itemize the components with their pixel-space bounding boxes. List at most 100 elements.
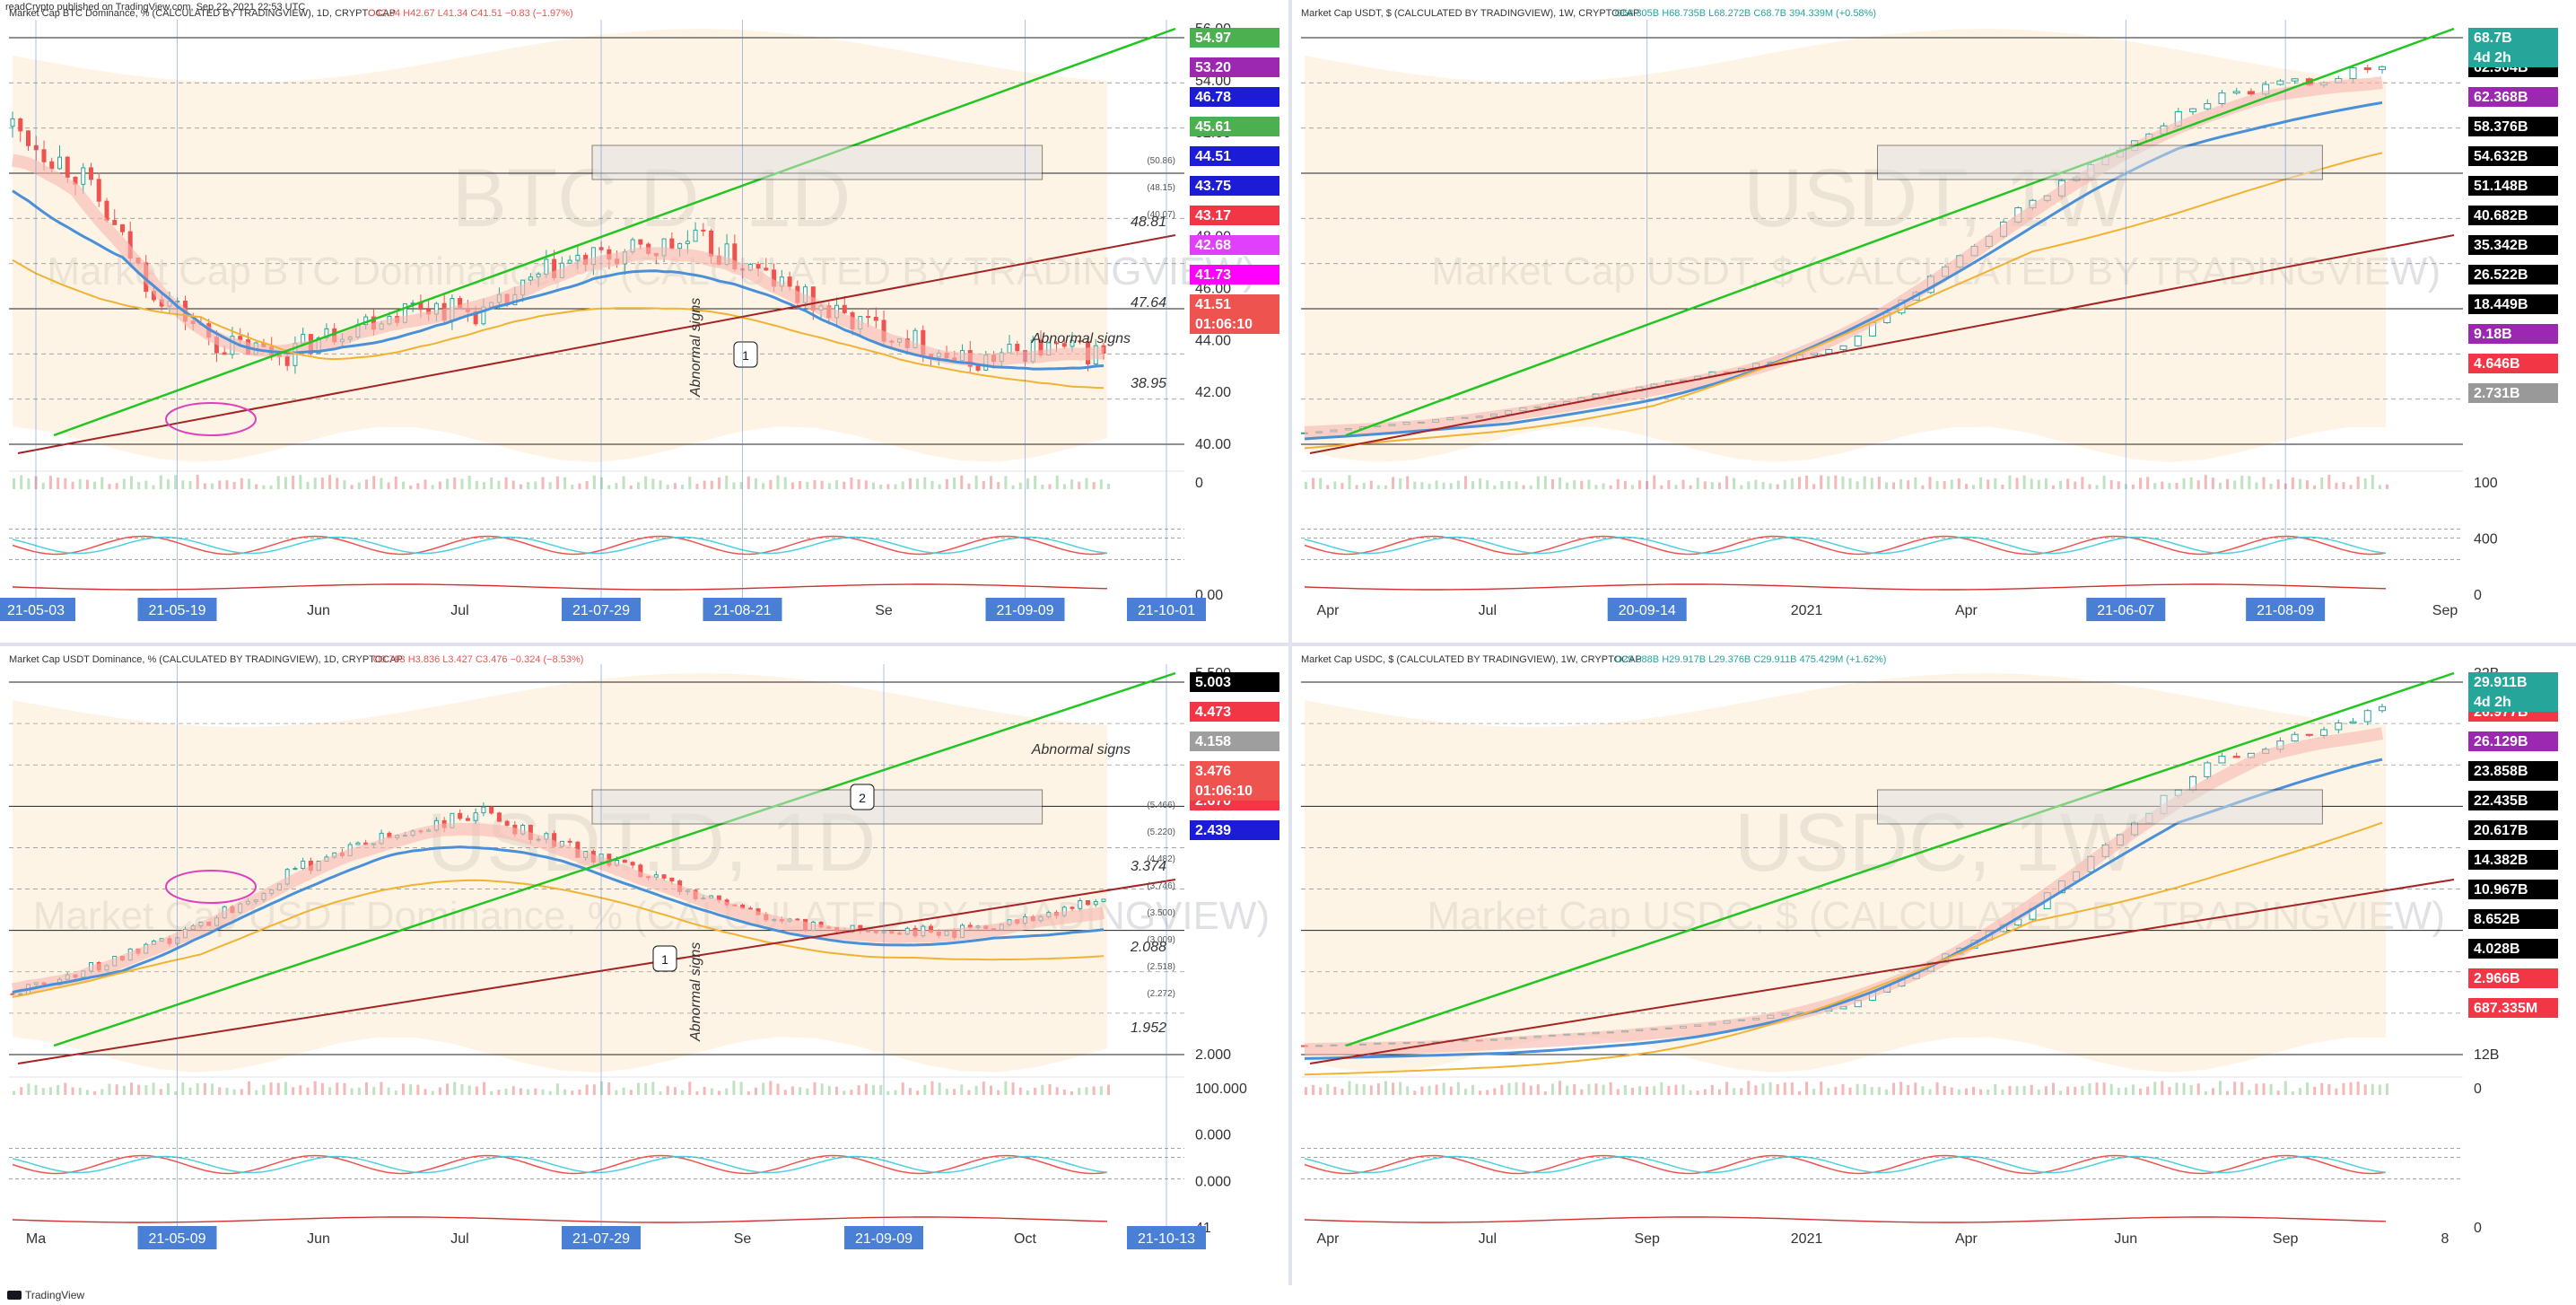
candle	[2349, 721, 2357, 724]
volume-bar	[1456, 480, 1460, 489]
volume-bar	[1776, 1083, 1779, 1095]
volume-bar	[527, 1089, 530, 1095]
volume-bar	[1870, 1087, 1873, 1095]
volume-bar	[710, 1088, 713, 1095]
volume-bar	[1587, 1083, 1591, 1095]
volume-bar	[548, 482, 552, 489]
volume-bar	[2175, 1082, 2179, 1095]
callout-box	[850, 784, 875, 810]
volume-bar	[41, 1088, 45, 1095]
candle	[2363, 710, 2371, 723]
osc-tick: 0.000	[1195, 1174, 1231, 1189]
volume-bar	[467, 476, 471, 489]
price-badge	[2468, 146, 2558, 166]
volume-bar	[1674, 485, 1678, 489]
volume-bar	[1392, 1082, 1395, 1095]
volume-bar	[1943, 480, 1946, 489]
volume-bar	[578, 483, 581, 489]
volume-bar	[799, 480, 802, 489]
xaxis-highlight	[1607, 598, 1687, 621]
volume-bar	[2349, 1082, 2353, 1095]
volume-bar	[409, 1084, 413, 1095]
xaxis-highlight	[1127, 598, 1206, 621]
price-badge	[1190, 87, 1279, 107]
candle	[1101, 898, 1106, 902]
price-badge	[1190, 57, 1279, 77]
price-badge	[1190, 672, 1279, 692]
price-badge	[1190, 294, 1279, 314]
volume-bar	[974, 1085, 978, 1095]
price-badge	[2468, 87, 2558, 107]
volume-bar	[857, 479, 860, 489]
volume-bar	[2255, 1083, 2258, 1095]
volume-bar	[1914, 1082, 1917, 1095]
volume-bar	[2022, 475, 2026, 489]
volume-bar	[1479, 1090, 1482, 1095]
volume-bar	[615, 1090, 618, 1095]
volume-bar	[2269, 484, 2273, 489]
volume-bar	[240, 477, 243, 489]
volume-bar	[1761, 481, 1765, 489]
volume-bar	[93, 481, 97, 489]
volume-bar	[762, 1082, 765, 1095]
volume-bar	[820, 480, 824, 489]
volume-bar	[57, 477, 60, 489]
candle	[544, 258, 549, 275]
footer-brand: TradingView	[25, 1289, 85, 1301]
volume-bar	[1471, 1084, 1475, 1095]
price-badge-text: 43.17	[1195, 208, 1231, 223]
volume-bar	[2131, 1084, 2135, 1095]
volume-bar	[475, 1086, 478, 1095]
candle	[1015, 344, 1020, 352]
volume-bar	[108, 484, 111, 489]
volume-bar	[20, 475, 23, 489]
volume-bar	[1768, 1082, 1772, 1095]
xaxis-label: Jul	[450, 603, 468, 618]
volume-bar	[2066, 478, 2070, 489]
volume-bar	[1921, 1086, 1925, 1095]
volume-bar	[894, 484, 897, 489]
candle	[622, 860, 627, 863]
osc-line-red	[12, 1154, 1108, 1175]
candle	[222, 352, 227, 355]
volume-bar	[571, 1090, 574, 1095]
zone-box	[1877, 789, 2323, 825]
volume-bar	[41, 482, 45, 489]
volume-bar	[1747, 1081, 1751, 1095]
volume-bar	[483, 1082, 486, 1095]
zone-box	[1877, 145, 2323, 180]
osc-line-red	[1304, 535, 2387, 556]
volume-bar	[2349, 485, 2353, 489]
volume-bar	[953, 477, 956, 489]
highlight-ellipse	[165, 402, 257, 436]
volume-bar	[747, 1090, 750, 1095]
volume-bar	[2008, 1085, 2012, 1095]
volume-bar	[343, 480, 346, 489]
volume-bar	[2117, 481, 2120, 489]
volume-bar	[2291, 1090, 2294, 1095]
volume-bar	[864, 480, 868, 489]
candle	[10, 118, 15, 127]
xaxis-highlight	[0, 598, 75, 621]
volume-bar	[827, 483, 831, 489]
volume-bar	[1733, 477, 1736, 489]
candle	[701, 229, 706, 232]
tradingview-logo-icon	[7, 1291, 22, 1300]
price-badge-text: 43.75	[1195, 179, 1231, 194]
volume-bar	[953, 1089, 956, 1095]
ma-blue	[12, 845, 1105, 994]
volume-bar	[2153, 1082, 2157, 1095]
volume-bar	[1740, 1088, 1743, 1095]
volume-bar	[1463, 1089, 1467, 1095]
price-badge	[2468, 731, 2558, 751]
panel-ohlc: O29.388B H29.917B L29.376B C29.911B 475.…	[1615, 654, 1887, 665]
volume-bar	[232, 481, 236, 489]
volume-bar	[1674, 1084, 1678, 1095]
volume-bar	[1776, 484, 1779, 489]
chart-panel-usdc: Market Cap USDC, $ (CALCULATED BY TRADIN…	[1301, 654, 2558, 1247]
volume-bar	[1566, 1085, 1569, 1095]
volume-bar	[255, 1090, 258, 1095]
volume-bar	[424, 1089, 427, 1095]
volume-bar	[2283, 1081, 2287, 1095]
volume-bar	[1522, 485, 1525, 489]
